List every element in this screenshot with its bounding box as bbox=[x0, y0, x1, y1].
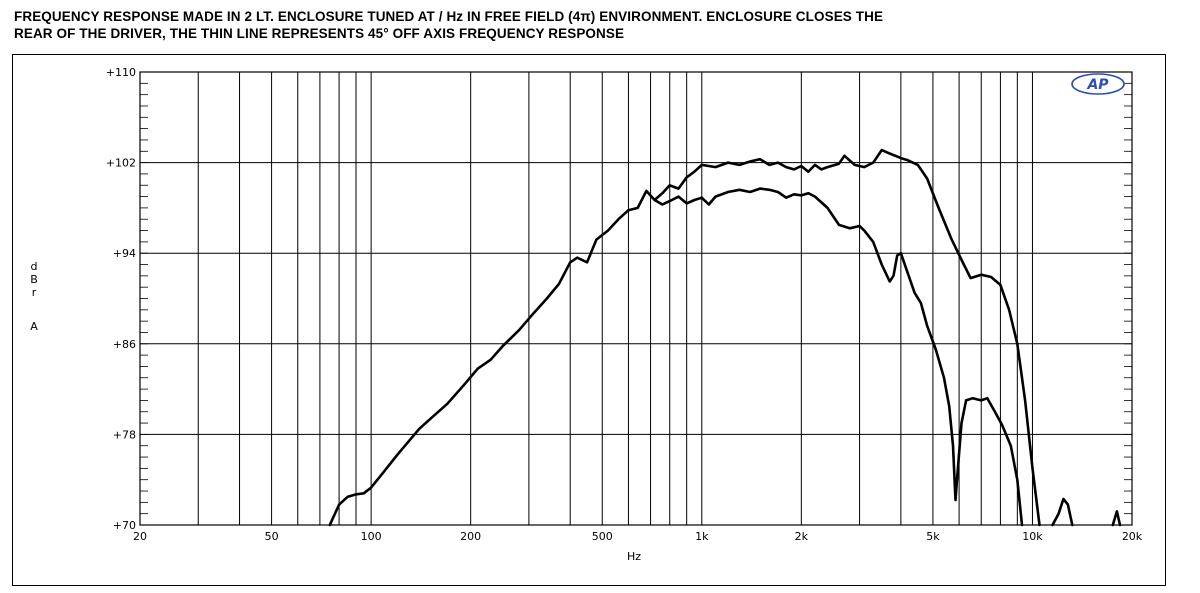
x-tick-label: 10k bbox=[1022, 530, 1043, 543]
ap-logo-text: AP bbox=[1086, 77, 1109, 93]
y-tick-label: +78 bbox=[113, 428, 136, 441]
y-axis-title-letter: A bbox=[30, 320, 38, 333]
x-tick-label: 100 bbox=[361, 530, 382, 543]
x-tick-label: 50 bbox=[265, 530, 279, 543]
series-line-2 bbox=[653, 187, 1024, 527]
caption-line-2: REAR OF THE DRIVER, THE THIN LINE REPRES… bbox=[14, 26, 625, 41]
plot-area-border bbox=[139, 71, 1133, 526]
y-axis-title-letter: d bbox=[31, 260, 38, 273]
series-line-4 bbox=[1111, 510, 1122, 527]
x-tick-label: 5k bbox=[926, 530, 940, 543]
y-tick-label: +102 bbox=[106, 157, 136, 170]
x-axis-title: Hz bbox=[627, 550, 641, 563]
x-tick-label: 200 bbox=[460, 530, 481, 543]
y-tick-label: +110 bbox=[106, 66, 136, 79]
chart-caption: FREQUENCY RESPONSE MADE IN 2 LT. ENCLOSU… bbox=[14, 8, 1184, 42]
caption-line-1: FREQUENCY RESPONSE MADE IN 2 LT. ENCLOSU… bbox=[14, 9, 884, 24]
x-tick-label: 1k bbox=[695, 530, 709, 543]
x-tick-label: 20k bbox=[1122, 530, 1143, 543]
ap-logo: AP bbox=[1071, 73, 1125, 95]
y-axis-title-letter: B bbox=[30, 273, 38, 286]
y-axis-title-letter: r bbox=[32, 286, 37, 299]
y-tick-label: +94 bbox=[113, 247, 136, 260]
series bbox=[328, 148, 1122, 527]
ap-logo-ellipse bbox=[1071, 73, 1125, 95]
grid bbox=[139, 71, 1133, 526]
series-line-1 bbox=[328, 148, 1041, 527]
tick-labels: +70 +78 +86 +94 +102 +110 20 50 100 200 500 1k 2k 5k 1… bbox=[30, 66, 1143, 543]
chart-frame bbox=[12, 54, 1166, 586]
x-tick-label: 2k bbox=[795, 530, 809, 543]
y-tick-label: +86 bbox=[113, 338, 136, 351]
x-tick-label: 500 bbox=[592, 530, 613, 543]
series-line-3 bbox=[1051, 497, 1074, 527]
y-minor-ticks bbox=[140, 82, 1132, 515]
y-tick-label: +70 bbox=[113, 519, 136, 532]
x-tick-label: 20 bbox=[133, 530, 147, 543]
